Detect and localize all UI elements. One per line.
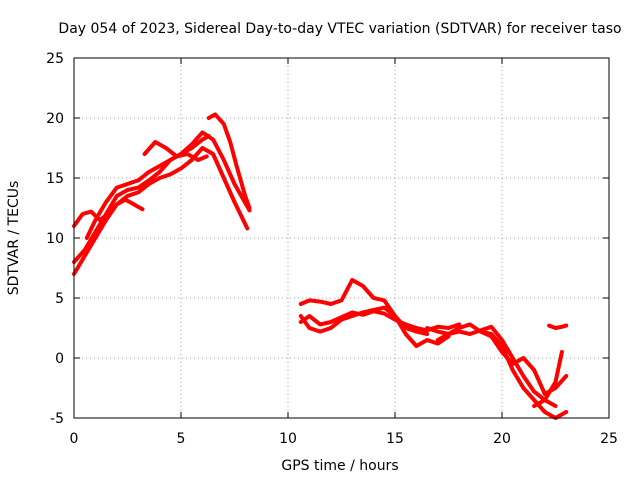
y-tick-label: 20 <box>46 111 64 127</box>
series-track-13 <box>532 350 564 408</box>
y-tick-label: 25 <box>46 51 64 67</box>
y-tick-label: 10 <box>46 231 64 247</box>
series-track-2 <box>72 134 211 264</box>
x-tick-label: 20 <box>493 431 511 447</box>
tick-labels: 0 5 10 15 20 25 -5 0 5 10 15 20 25 <box>46 51 618 447</box>
chart-title: Day 054 of 2023, Sidereal Day-to-day VTE… <box>58 21 621 37</box>
axis-ticks <box>73 57 610 419</box>
series-track-6 <box>206 112 252 210</box>
series-track-5 <box>142 140 209 162</box>
x-tick-label: 25 <box>600 431 618 447</box>
series-track-3 <box>72 146 250 276</box>
x-tick-label: 0 <box>70 431 79 447</box>
series-track-7 <box>298 278 430 336</box>
x-tick-label: 5 <box>177 431 186 447</box>
grid <box>74 58 609 418</box>
series-track-11 <box>435 324 558 408</box>
y-tick-label: 15 <box>46 171 64 187</box>
y-axis-label: SDTVAR / TECUs <box>6 181 22 296</box>
series-track-9 <box>298 305 451 348</box>
y-tick-label: 5 <box>55 291 64 307</box>
x-axis-label: GPS time / hours <box>281 458 398 474</box>
series-track-4 <box>84 130 252 240</box>
series-group <box>72 112 569 420</box>
x-tick-label: 10 <box>279 431 297 447</box>
y-tick-label: -5 <box>50 411 64 427</box>
x-tick-label: 15 <box>386 431 404 447</box>
y-tick-label: 0 <box>55 351 64 367</box>
series-track-8 <box>298 309 462 333</box>
series-track-14 <box>547 323 569 330</box>
